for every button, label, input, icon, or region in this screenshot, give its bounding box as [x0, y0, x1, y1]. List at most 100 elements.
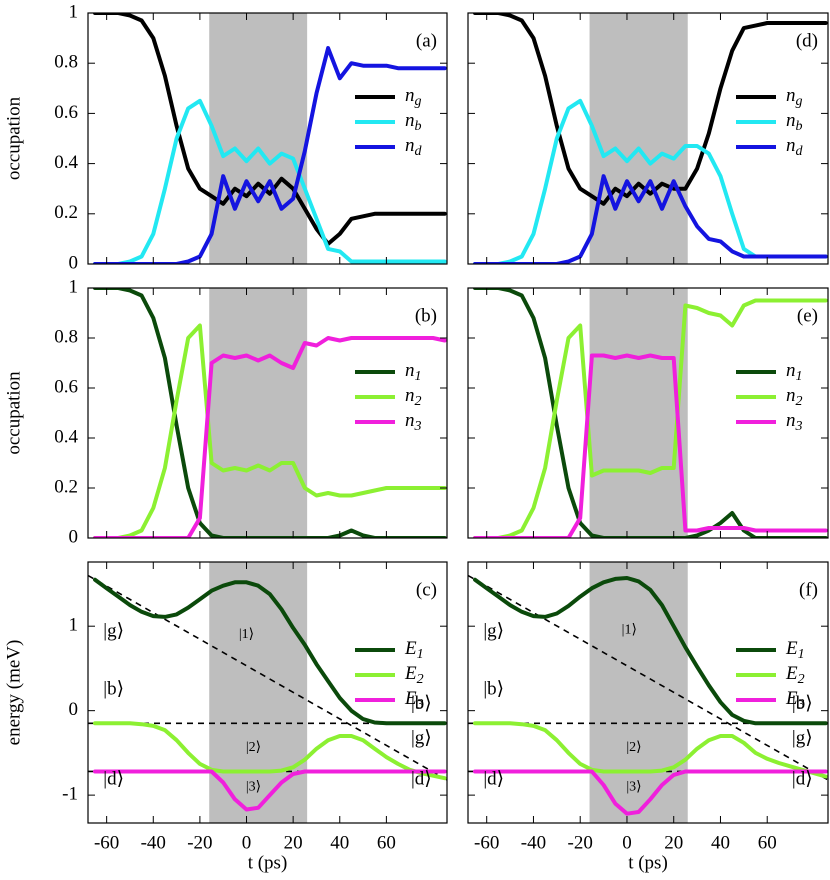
legend-subscript: g [796, 94, 803, 109]
legend-symbol: n [405, 135, 415, 156]
legend-label: E2 [404, 663, 424, 687]
axes-frame [467, 287, 829, 539]
legend-subscript: 2 [798, 672, 805, 687]
state-label: |3⟩ [246, 780, 261, 795]
panel-label: (c) [416, 579, 437, 600]
series-line [473, 353, 828, 538]
state-label: |d⟩ [103, 768, 124, 789]
legend-symbol: E [785, 663, 798, 684]
y-tick-label: 0.2 [54, 476, 78, 497]
series-line [93, 288, 447, 538]
panel-label: (e) [797, 305, 818, 326]
shaded-region [209, 13, 308, 264]
panel: -60 -40 -20 0 20 40 60 -1 0 1 energy (meV) t (ps) (c… [3, 561, 448, 873]
series-line [93, 46, 447, 264]
x-tick-label: -40 [141, 832, 166, 853]
legend-label: n2 [405, 385, 422, 409]
legend-label: nd [405, 135, 423, 159]
state-label: |d⟩ [411, 768, 432, 789]
legend-subscript: b [796, 119, 803, 134]
legend-subscript: 1 [415, 369, 422, 384]
series-line [473, 174, 828, 264]
panel-label: (f) [799, 579, 818, 600]
legend-label: n3 [786, 410, 803, 434]
y-tick-label: 0.8 [54, 52, 78, 73]
x-tick-label: -60 [474, 832, 499, 853]
legend-label: ng [786, 85, 803, 109]
state-label: |2⟩ [246, 740, 261, 755]
x-tick-label: 40 [711, 832, 730, 853]
axes-frame [467, 561, 829, 824]
axes-frame [87, 287, 448, 539]
x-tick-label: 20 [664, 832, 683, 853]
legend-subscript: 2 [415, 394, 422, 409]
legend-symbol: E [785, 688, 798, 709]
legend-symbol: E [404, 663, 417, 684]
legend-label: n1 [786, 360, 803, 384]
state-label: |g⟩ [483, 620, 504, 641]
state-label: |1⟩ [239, 627, 254, 642]
legend-symbol: n [786, 385, 796, 406]
legend-subscript: 3 [416, 697, 424, 712]
legend-label: E1 [404, 638, 424, 662]
series-line [93, 721, 447, 781]
x-tick-label: 40 [330, 832, 349, 853]
state-label: |d⟩ [792, 768, 813, 789]
legend-symbol: n [405, 110, 415, 131]
legend-subscript: 1 [798, 647, 805, 662]
state-label: |b⟩ [411, 693, 432, 714]
x-tick-label: -20 [568, 832, 593, 853]
state-label: |1⟩ [622, 623, 637, 638]
legend-symbol: E [404, 638, 417, 659]
legend-subscript: d [415, 144, 423, 159]
legend-label: n1 [405, 360, 422, 384]
legend-subscript: 1 [796, 369, 803, 384]
legend-subscript: 1 [417, 647, 424, 662]
state-label: |g⟩ [792, 728, 813, 749]
x-tick-label: -60 [94, 832, 119, 853]
guide-line [88, 574, 447, 781]
shaded-region [209, 288, 308, 538]
legend-subscript: 3 [795, 419, 803, 434]
state-label: |g⟩ [411, 728, 432, 749]
series-line [93, 577, 447, 726]
legend-symbol: n [405, 85, 415, 106]
series-line [473, 13, 828, 206]
y-axis-label: energy (meV) [3, 640, 24, 746]
panel: -60 -40 -20 0 20 40 60 t (ps) (f) |g⟩ |b⟩ |d⟩ |b⟩ |g⟩… [467, 561, 829, 873]
legend-symbol: n [786, 360, 796, 381]
legend-label: nb [405, 110, 422, 134]
plot-area [88, 562, 447, 823]
y-tick-label: 0.4 [54, 152, 78, 173]
legend-subscript: 2 [417, 672, 424, 687]
x-tick-label: 20 [284, 832, 303, 853]
y-axis-label: occupation [3, 371, 24, 455]
y-tick-label: -1 [62, 783, 78, 804]
legend-symbol: n [405, 360, 415, 381]
legend-symbol: n [786, 110, 796, 131]
legend-label: E3 [404, 688, 424, 712]
legend-symbol: n [405, 385, 415, 406]
state-label: |d⟩ [483, 768, 504, 789]
legend-label: E1 [785, 638, 805, 662]
shaded-region [209, 562, 308, 823]
legend-label: n3 [405, 410, 422, 434]
legend-label: n2 [786, 385, 803, 409]
y-tick-label: 0.8 [54, 326, 78, 347]
series-line [93, 336, 447, 538]
state-label: |g⟩ [103, 620, 124, 641]
y-tick-label: 0.6 [54, 102, 78, 123]
legend-label: E2 [785, 663, 805, 687]
x-axis-label: t (ps) [248, 852, 288, 873]
legend-symbol: n [786, 135, 796, 156]
series-line [473, 298, 828, 538]
plot-area [473, 13, 828, 264]
x-tick-label: 0 [622, 832, 632, 853]
plot-area [468, 562, 828, 823]
series-line [93, 769, 447, 812]
panel-label: (d) [796, 30, 818, 51]
